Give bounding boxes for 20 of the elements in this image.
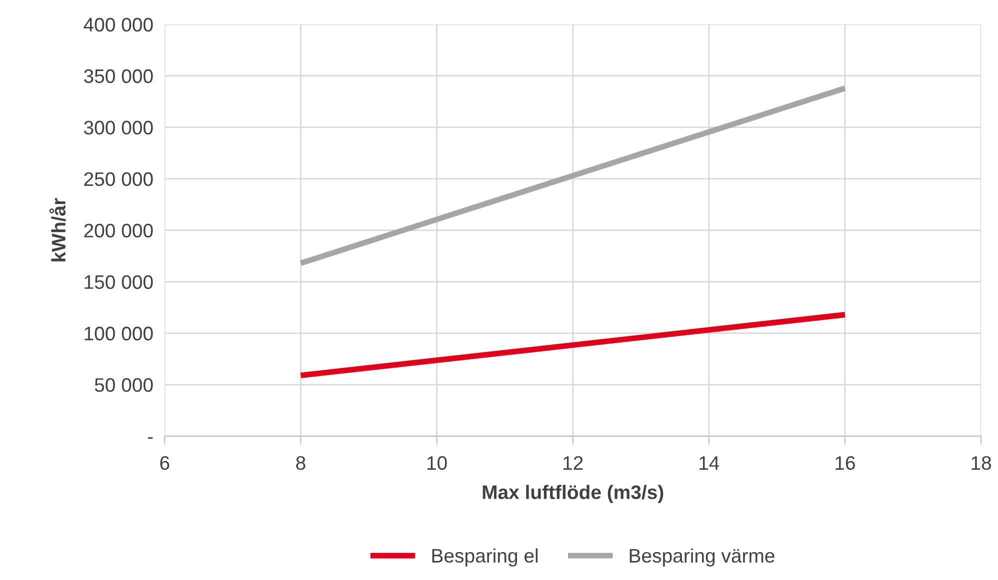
y-tick-label: - [148, 437, 153, 439]
x-tick-label: 16 [836, 456, 855, 470]
x-tick-label: 6 [160, 456, 170, 470]
y-tick-label: 150 000 [84, 275, 153, 289]
y-axis-title: kWh/år [49, 198, 66, 262]
legend-label: Besparing värme [630, 548, 774, 566]
y-tick-label: 300 000 [84, 120, 153, 135]
x-tick-label: 10 [427, 456, 447, 470]
y-tick-label: 250 000 [84, 172, 153, 186]
x-tick-label: 8 [296, 456, 306, 470]
y-tick-label: 350 000 [84, 69, 153, 84]
x-tick-label: 18 [972, 456, 992, 470]
legend-label: Besparing el [432, 548, 538, 566]
x-axis-title: Max luftflöde (m3/s) [482, 484, 664, 503]
y-tick-label: 400 000 [84, 18, 153, 32]
y-tick-label: 50 000 [94, 378, 153, 392]
x-tick-label: 12 [564, 456, 583, 470]
y-tick-label: 200 000 [84, 224, 153, 238]
x-tick-label: 14 [700, 456, 720, 470]
y-tick-label: 100 000 [84, 326, 153, 340]
